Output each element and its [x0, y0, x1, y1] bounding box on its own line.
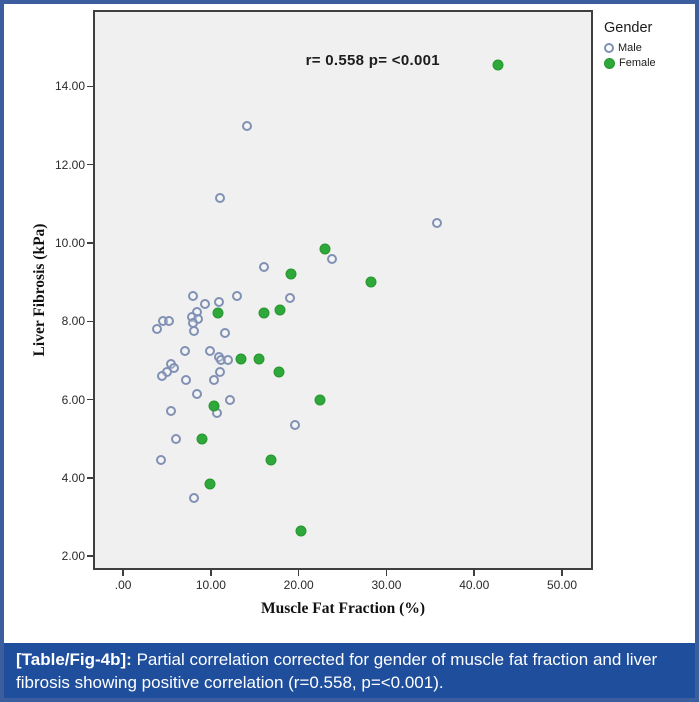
legend-item-male: Male [604, 42, 656, 54]
stats-annotation: r= 0.558 p= <0.001 [305, 52, 440, 69]
y-tick-label: 6.00 [61, 392, 85, 407]
data-point-male [432, 218, 443, 229]
data-point-female [295, 525, 307, 537]
data-point-male [213, 296, 224, 307]
data-point-male [214, 192, 225, 203]
data-point-female [273, 366, 285, 378]
data-point-male [188, 290, 199, 301]
data-point-male [222, 355, 233, 366]
data-point-female [285, 268, 297, 280]
legend-item-male-label: Male [618, 42, 642, 54]
data-point-male [241, 120, 252, 131]
data-point-male [152, 324, 163, 335]
x-tick-mark [473, 570, 476, 576]
data-point-male [290, 420, 301, 431]
data-point-male [199, 298, 210, 309]
y-tick-label: 10.00 [54, 236, 85, 250]
data-point-female [258, 307, 270, 319]
caption-text: Partial correlation corrected for gender… [16, 650, 658, 692]
caption-label: [Table/Fig-4b]: [16, 650, 132, 669]
y-tick-mark [87, 320, 93, 323]
y-tick-label: 2.00 [61, 549, 85, 564]
y-tick-label: 14.00 [54, 79, 85, 94]
x-tick-mark [561, 570, 563, 576]
data-point-female [265, 454, 277, 466]
data-point-male [181, 375, 192, 386]
data-point-male [205, 345, 215, 356]
data-point-male [170, 433, 181, 444]
data-point-male [327, 253, 338, 264]
y-tick-label: 8.00 [61, 314, 85, 329]
data-point-male [179, 345, 190, 356]
y-tick-mark [87, 163, 93, 166]
y-tick-label: 12.00 [54, 157, 85, 172]
x-tick-label: 20.00 [283, 578, 314, 592]
data-point-male [191, 388, 202, 399]
data-point-male [163, 316, 174, 327]
data-point-female [208, 400, 220, 411]
data-point-female [492, 59, 504, 71]
data-point-female [319, 243, 331, 255]
y-tick-mark [87, 398, 93, 401]
legend: Gender Male Female [604, 20, 656, 72]
x-axis-title: Muscle Fat Fraction (%) [261, 600, 425, 617]
data-point-female [212, 307, 224, 319]
plot-area: r= 0.558 p= <0.001 [93, 10, 593, 570]
y-tick-mark [87, 555, 93, 558]
data-point-male [209, 375, 220, 386]
y-tick-mark [87, 477, 93, 479]
data-point-female [235, 353, 247, 365]
data-point-male [166, 406, 177, 417]
legend-title: Gender [604, 20, 653, 36]
data-point-female [274, 304, 286, 316]
x-tick-mark [385, 570, 388, 576]
data-point-male [219, 328, 230, 339]
data-point-male [284, 292, 295, 303]
data-point-female [314, 394, 326, 406]
x-tick-label: 10.00 [195, 578, 226, 592]
x-tick-label: .00 [114, 578, 132, 592]
caption-bar: [Table/Fig-4b]: Partial correlation corr… [4, 643, 695, 698]
y-tick-mark [87, 85, 93, 88]
data-point-male [225, 394, 236, 405]
x-tick-mark [122, 570, 124, 576]
legend-item-female-label: Female [619, 57, 656, 69]
x-tick-label: 30.00 [371, 578, 402, 592]
y-tick-label: 4.00 [61, 470, 85, 485]
data-point-male [214, 367, 225, 378]
data-point-male [189, 492, 200, 503]
data-point-male [156, 371, 167, 382]
male-marker-icon [604, 43, 614, 53]
data-point-female [204, 478, 216, 490]
data-point-male [232, 290, 243, 301]
data-point-female [365, 276, 377, 288]
x-tick-label: 40.00 [459, 578, 490, 592]
data-point-female [253, 353, 265, 365]
data-point-female [196, 433, 208, 445]
y-tick-mark [87, 242, 93, 244]
female-marker-icon [604, 57, 615, 69]
x-tick-mark [297, 570, 300, 576]
x-tick-mark [210, 570, 212, 576]
data-point-male [189, 326, 200, 337]
x-tick-label: 50.00 [547, 578, 578, 592]
legend-item-female: Female [604, 57, 656, 69]
data-point-male [155, 455, 166, 466]
data-point-male [258, 261, 269, 272]
